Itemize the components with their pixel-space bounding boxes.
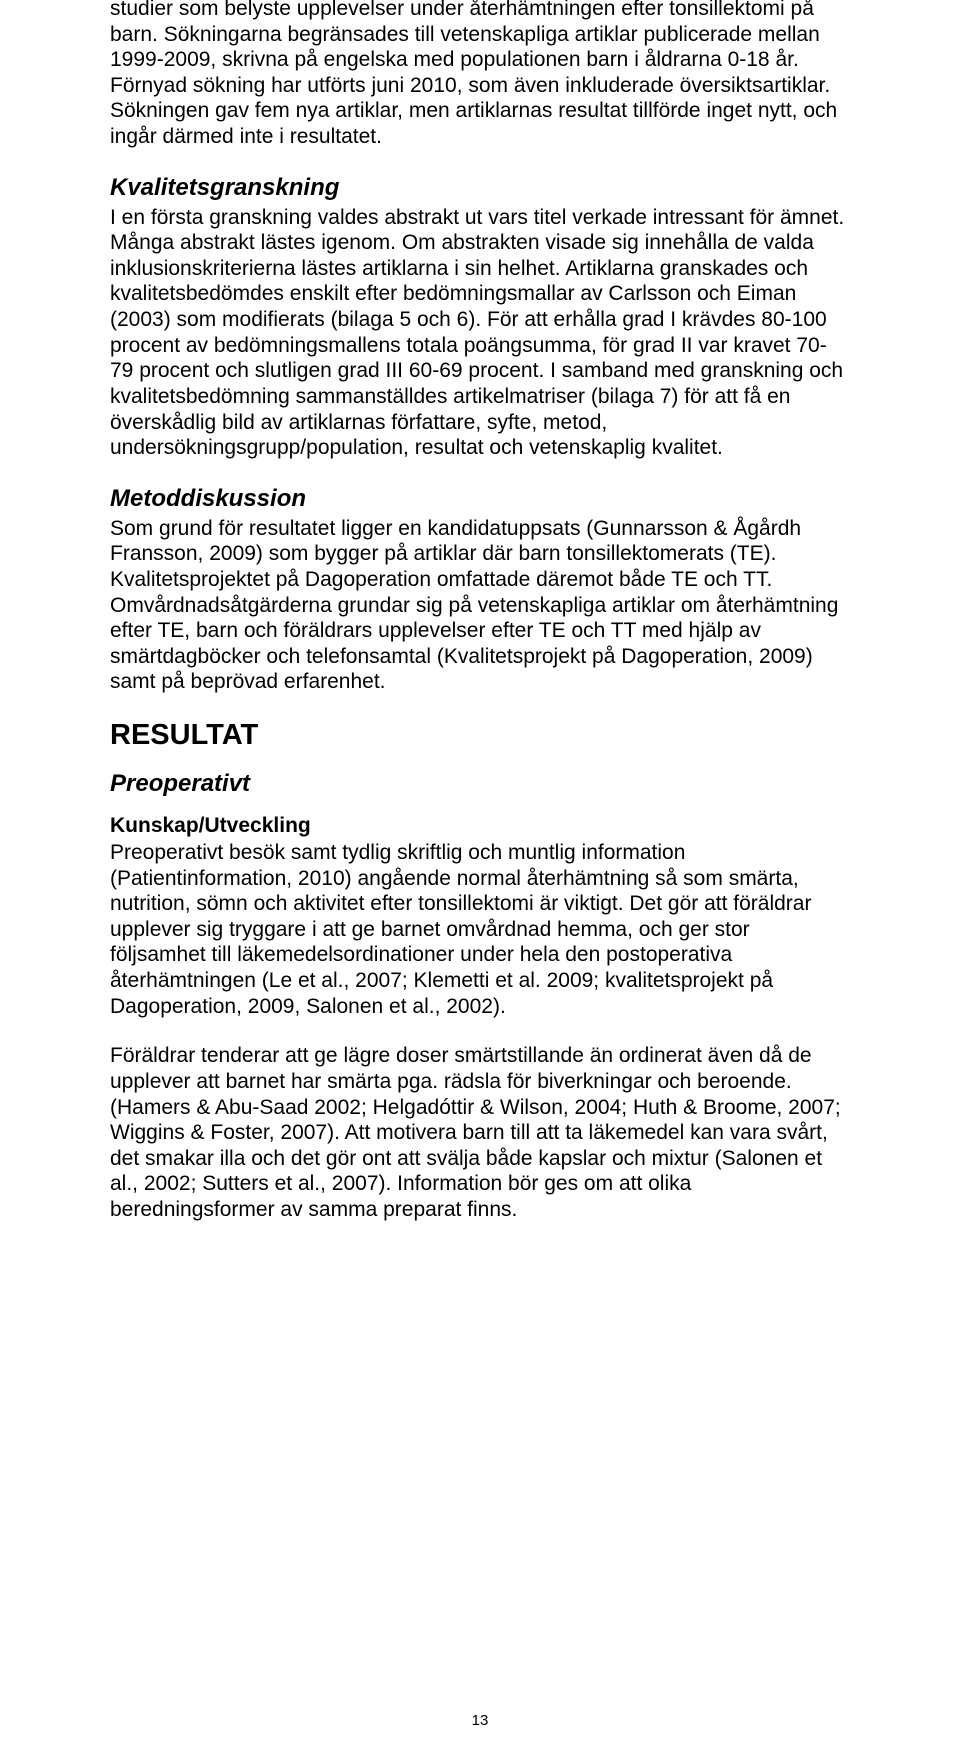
kvalitetsgranskning-heading: Kvalitetsgranskning <box>110 174 850 202</box>
preoperativt-heading: Preoperativt <box>110 770 850 798</box>
intro-paragraph: studier som belyste upplevelser under åt… <box>110 0 850 150</box>
page-number: 13 <box>0 1712 960 1729</box>
kvalitetsgranskning-paragraph: I en första granskning valdes abstrakt u… <box>110 205 850 461</box>
metoddiskussion-paragraph: Som grund för resultatet ligger en kandi… <box>110 516 850 695</box>
kunskap-paragraph-a: Preoperativt besök samt tydlig skriftlig… <box>110 840 850 1019</box>
resultat-heading: RESULTAT <box>110 719 850 752</box>
kunskap-paragraph-b: Föräldrar tenderar att ge lägre doser sm… <box>110 1043 850 1222</box>
kunskap-utveckling-heading: Kunskap/Utveckling <box>110 814 850 838</box>
page: studier som belyste upplevelser under åt… <box>0 0 960 1749</box>
metoddiskussion-heading: Metoddiskussion <box>110 485 850 513</box>
